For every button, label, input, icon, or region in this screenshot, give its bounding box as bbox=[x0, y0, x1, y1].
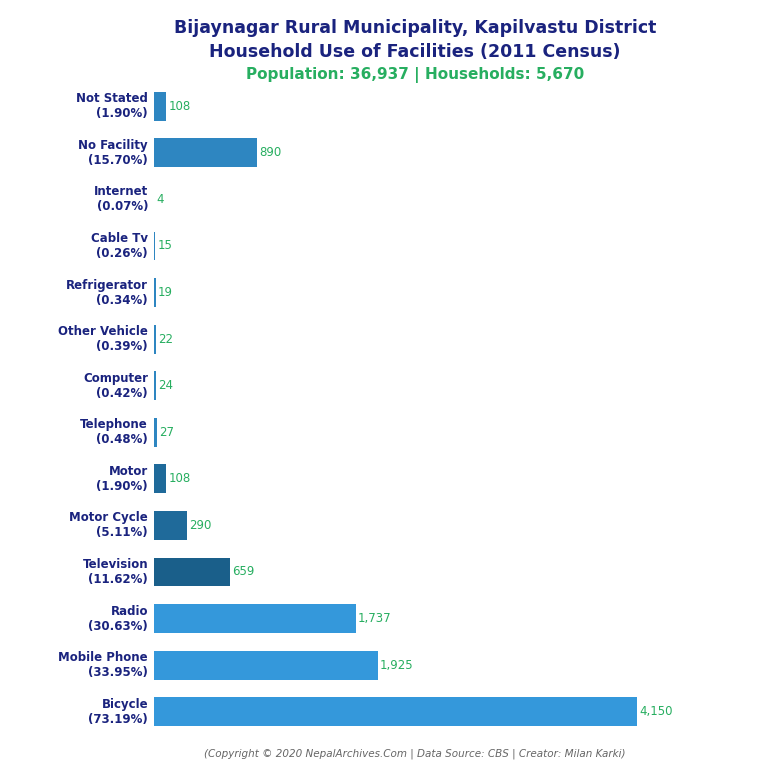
Bar bbox=[154, 511, 187, 540]
Text: 4: 4 bbox=[156, 193, 164, 206]
Text: 1,737: 1,737 bbox=[358, 612, 392, 625]
Text: Bijaynagar Rural Municipality, Kapilvastu District
Household Use of Facilities (: Bijaynagar Rural Municipality, Kapilvast… bbox=[174, 19, 656, 61]
Bar bbox=[154, 325, 156, 353]
Text: 108: 108 bbox=[168, 472, 190, 485]
Text: 1,925: 1,925 bbox=[380, 659, 413, 671]
Text: 290: 290 bbox=[190, 519, 212, 532]
Bar bbox=[154, 92, 166, 121]
Text: (Copyright © 2020 NepalArchives.Com | Data Source: CBS | Creator: Milan Karki): (Copyright © 2020 NepalArchives.Com | Da… bbox=[204, 748, 625, 759]
Bar bbox=[154, 231, 155, 260]
Text: 15: 15 bbox=[157, 240, 172, 253]
Bar bbox=[154, 558, 230, 587]
Text: Population: 36,937 | Households: 5,670: Population: 36,937 | Households: 5,670 bbox=[246, 67, 584, 83]
Bar bbox=[154, 697, 637, 726]
Bar bbox=[154, 465, 166, 493]
Bar bbox=[154, 604, 356, 633]
Bar bbox=[154, 278, 156, 307]
Bar bbox=[154, 138, 257, 167]
Text: 27: 27 bbox=[159, 425, 174, 439]
Text: 22: 22 bbox=[158, 333, 174, 346]
Text: 4,150: 4,150 bbox=[639, 705, 673, 718]
Text: 108: 108 bbox=[168, 100, 190, 113]
Text: 24: 24 bbox=[158, 379, 174, 392]
Bar bbox=[154, 418, 157, 447]
Bar bbox=[154, 650, 378, 680]
Bar bbox=[154, 371, 157, 400]
Text: 19: 19 bbox=[158, 286, 173, 299]
Text: 659: 659 bbox=[233, 565, 255, 578]
Text: 890: 890 bbox=[260, 147, 282, 159]
